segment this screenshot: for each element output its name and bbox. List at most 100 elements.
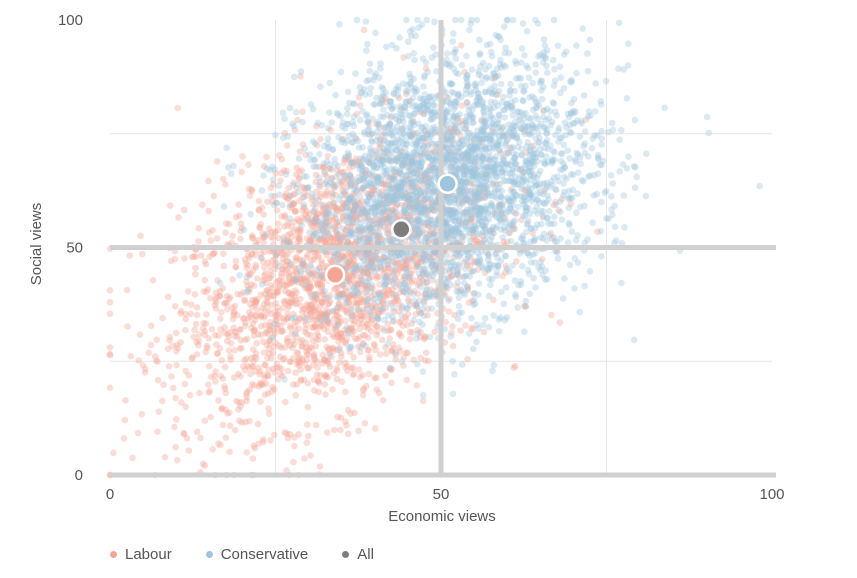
scatter-point <box>420 176 427 184</box>
scatter-point <box>343 422 350 429</box>
scatter-point <box>366 356 373 364</box>
scatter-point <box>347 159 354 166</box>
scatter-point <box>318 299 326 307</box>
scatter-point <box>380 223 388 230</box>
scatter-point <box>304 403 312 411</box>
scatter-point <box>483 155 491 163</box>
scatter-point <box>352 261 359 269</box>
scatter-point <box>326 256 334 264</box>
scatter-point <box>328 175 335 182</box>
scatter-point <box>206 387 213 395</box>
scatter-point <box>247 370 254 378</box>
scatter-point <box>175 214 182 221</box>
scatter-point <box>313 371 321 378</box>
scatter-point <box>537 258 544 266</box>
scatter-point <box>250 332 258 340</box>
scatter-point <box>253 298 260 305</box>
scatter-point <box>259 438 267 446</box>
scatter-point <box>272 252 280 259</box>
scatter-point <box>229 315 237 323</box>
scatter-point <box>342 388 349 396</box>
scatter-point <box>313 295 321 302</box>
scatter-point <box>270 327 278 335</box>
scatter-point <box>347 204 354 211</box>
scatter-point <box>390 317 398 325</box>
scatter-point <box>548 311 555 319</box>
scatter-point <box>290 340 298 348</box>
scatter-point <box>509 262 516 269</box>
scatter-point <box>298 355 306 362</box>
scatter-point <box>322 215 330 223</box>
scatter-point <box>207 373 215 381</box>
scatter-point <box>456 166 464 173</box>
scatter-point <box>557 157 565 165</box>
scatter-point <box>451 371 458 378</box>
scatter-point <box>382 208 390 216</box>
scatter-point <box>526 156 534 164</box>
scatter-point <box>703 113 711 121</box>
scatter-point <box>359 386 367 394</box>
scatter-point <box>386 364 394 372</box>
scatter-point <box>279 278 287 285</box>
scatter-point <box>335 338 342 345</box>
scatter-point <box>269 284 276 292</box>
scatter-point <box>269 176 277 183</box>
scatter-point <box>250 282 258 290</box>
scatter-point <box>557 235 564 242</box>
scatter-point <box>413 166 421 174</box>
scatter-point <box>344 88 352 96</box>
scatter-point <box>397 178 404 186</box>
scatter-point <box>197 434 204 442</box>
scatter-point <box>222 406 229 413</box>
scatter-point <box>253 275 261 282</box>
scatter-point <box>277 322 284 330</box>
scatter-point <box>355 210 363 217</box>
scatter-point <box>507 144 514 151</box>
scatter-point <box>229 276 236 283</box>
scatter-point <box>317 372 324 379</box>
scatter-point <box>502 262 510 270</box>
scatter-point <box>232 213 240 221</box>
scatter-point <box>502 252 509 260</box>
scatter-point <box>518 45 526 52</box>
scatter-point <box>292 369 299 377</box>
scatter-point <box>337 255 344 262</box>
scatter-point <box>609 180 616 187</box>
scatter-point <box>429 262 436 270</box>
scatter-point <box>325 165 333 172</box>
scatter-point <box>280 167 288 174</box>
scatter-point <box>382 226 390 233</box>
scatter-point <box>472 192 479 200</box>
scatter-point <box>159 397 166 405</box>
scatter-point <box>416 171 424 179</box>
scatter-point <box>195 238 202 245</box>
scatter-point <box>417 274 424 281</box>
scatter-point <box>365 263 372 271</box>
scatter-point <box>475 280 483 287</box>
scatter-point <box>195 225 203 232</box>
scatter-point <box>321 239 329 246</box>
scatter-point <box>386 291 393 299</box>
scatter-point <box>221 300 228 307</box>
scatter-point <box>350 197 358 205</box>
scatter-point <box>372 190 379 198</box>
scatter-point <box>345 258 353 265</box>
scatter-point <box>470 267 478 275</box>
scatter-point <box>245 161 252 168</box>
scatter-point <box>466 330 473 337</box>
scatter-point <box>288 315 296 322</box>
scatter-point <box>459 219 466 227</box>
scatter-point <box>332 204 339 212</box>
scatter-point <box>357 116 364 124</box>
scatter-point <box>406 171 414 178</box>
scatter-point <box>294 350 302 357</box>
scatter-point <box>333 312 340 320</box>
scatter-point <box>226 329 234 336</box>
scatter-point <box>400 272 408 280</box>
scatter-point <box>276 277 283 285</box>
scatter-point <box>448 132 456 140</box>
scatter-point <box>200 288 207 295</box>
scatter-point <box>302 151 310 159</box>
scatter-point <box>421 290 429 298</box>
scatter-point <box>489 181 497 189</box>
